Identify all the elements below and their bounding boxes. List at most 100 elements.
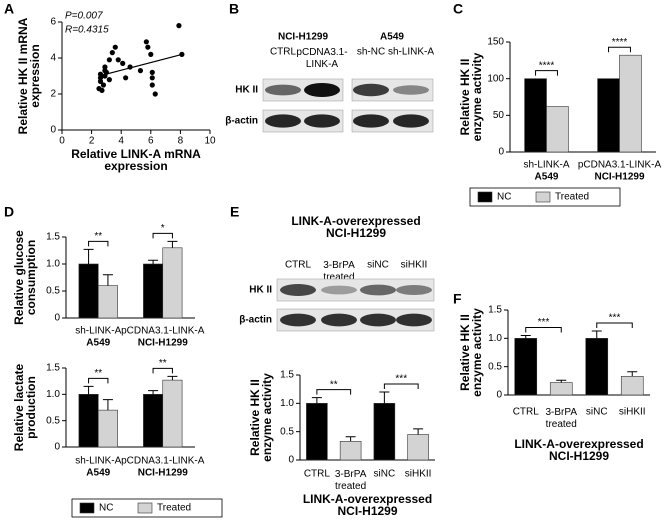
significance-label: *: [161, 223, 165, 234]
x-tick-label: 8: [178, 136, 184, 147]
point: [149, 69, 155, 75]
blot-band: [280, 313, 316, 327]
blot-band: [396, 313, 432, 327]
y-tick-label: 1.0: [280, 398, 294, 409]
bar: [524, 78, 547, 153]
lane-label: pCDNA3.1-LINK-A: [296, 47, 347, 70]
x-axis-label: LINK-A-overexpressed NCI-H1299: [303, 492, 432, 518]
y-axis-label: Relative HK IIenzyme activity: [248, 373, 274, 462]
error-bar: [345, 436, 356, 442]
blot-background: [276, 278, 435, 302]
x-tick-label: CTRL: [304, 469, 331, 480]
point: [143, 39, 149, 45]
x-tick-label: 4: [118, 136, 124, 147]
point: [123, 75, 129, 81]
bar: [620, 375, 644, 396]
y-tick-label: 0.5: [46, 415, 60, 426]
text-line: Relative LINK-A mRNA: [71, 147, 201, 161]
y-axis-label: Relative HK II mRNAexpression: [16, 17, 42, 134]
bar: [97, 285, 118, 319]
point: [179, 51, 185, 58]
y-tick-label: 1.5: [488, 305, 502, 316]
x-tick-label: 3-BrPA treated: [546, 407, 578, 430]
x-tick-group-label: NCI-H1299: [594, 172, 644, 183]
blot-band: [396, 285, 432, 295]
y-tick-label: 0: [288, 455, 294, 466]
y-tick-label: 0.5: [280, 426, 294, 437]
point: [109, 50, 115, 56]
annotation: P=0.007: [65, 11, 103, 22]
point: [152, 91, 158, 97]
annotation: R=0.4315: [65, 25, 109, 36]
x-axis-label: Relative LINK-A mRNA expression: [71, 147, 201, 173]
y-tick-label: 0: [496, 390, 502, 401]
significance-label: ****: [612, 37, 628, 48]
error-bar: [311, 397, 322, 404]
blot-band: [393, 85, 429, 95]
text-line: LINK-A: [306, 59, 339, 70]
x-tick-group-label: A549: [535, 172, 559, 183]
legend-swatch: [137, 502, 153, 514]
x-tick-label: sh-LINK-A: [75, 456, 121, 467]
error-bar: [413, 428, 424, 435]
text-line: Relative HK II mRNA: [16, 17, 30, 134]
significance-bracket: [383, 383, 419, 389]
legend-box: [71, 498, 223, 518]
point: [115, 57, 121, 63]
panel-letter: F: [453, 291, 462, 307]
point: [149, 82, 155, 88]
x-tick-label: siNC: [374, 469, 396, 480]
bar: [143, 394, 164, 448]
y-axis-label: Relative HK IIenzyme activity: [458, 52, 484, 141]
point: [97, 78, 104, 84]
point: [120, 60, 126, 66]
row-label: HK II: [249, 285, 272, 296]
lane-label: sh-LINK-A: [388, 47, 434, 58]
significance-label: **: [159, 358, 167, 369]
x-tick-label: pCDNA3.1-LINK-A: [578, 160, 662, 171]
lane-label: CTRL: [270, 47, 297, 58]
blot-band: [353, 114, 389, 128]
text-line: 3-BrPA: [546, 407, 578, 418]
x-tick-label: sh-LINK-A: [523, 160, 569, 171]
point: [149, 75, 155, 81]
legend-box: [469, 187, 621, 207]
x-tick-label: siHKII: [405, 469, 432, 480]
text-line: LINK-A-overexpressed: [291, 214, 420, 228]
bar: [97, 409, 118, 448]
text-line: pCDNA3.1-: [296, 47, 347, 58]
blot-band: [360, 284, 396, 296]
error-bar: [520, 335, 531, 339]
legend-swatch: [477, 191, 493, 203]
significance-bracket: [316, 389, 352, 395]
panel-letter: D: [4, 204, 14, 220]
x-tick-label: siHKII: [619, 407, 646, 418]
point: [137, 68, 144, 74]
text-line: enzyme activity: [470, 308, 484, 397]
legend-swatch: [79, 502, 95, 514]
y-tick-label: 0.5: [46, 286, 60, 297]
blot-band: [393, 114, 429, 128]
point: [102, 64, 108, 70]
y-axis-label: Relative lactateproduction: [12, 363, 38, 451]
x-tick-group-label: A549: [86, 468, 110, 479]
text-line: LINK-A-overexpressed: [514, 437, 643, 451]
blot-band: [304, 83, 340, 97]
y-tick-label: 0: [54, 313, 60, 324]
blot-band: [321, 313, 357, 327]
error-bar: [167, 375, 178, 381]
panel-letter: B: [229, 1, 239, 17]
y-tick-label: 4: [50, 53, 56, 64]
blot-band: [353, 83, 389, 97]
x-tick-label: CTRL: [513, 407, 540, 418]
y-tick-label: 1.0: [46, 389, 60, 400]
text-line: Relative HK II: [248, 379, 262, 456]
significance-label: ***: [609, 313, 621, 324]
point: [100, 82, 107, 88]
significance-label: **: [330, 379, 338, 390]
bar: [306, 403, 328, 461]
text-line: expression: [28, 44, 42, 107]
y-tick-label: 6: [50, 17, 56, 28]
blot-group-label: A549: [380, 32, 404, 43]
text-line: treated: [323, 272, 354, 283]
